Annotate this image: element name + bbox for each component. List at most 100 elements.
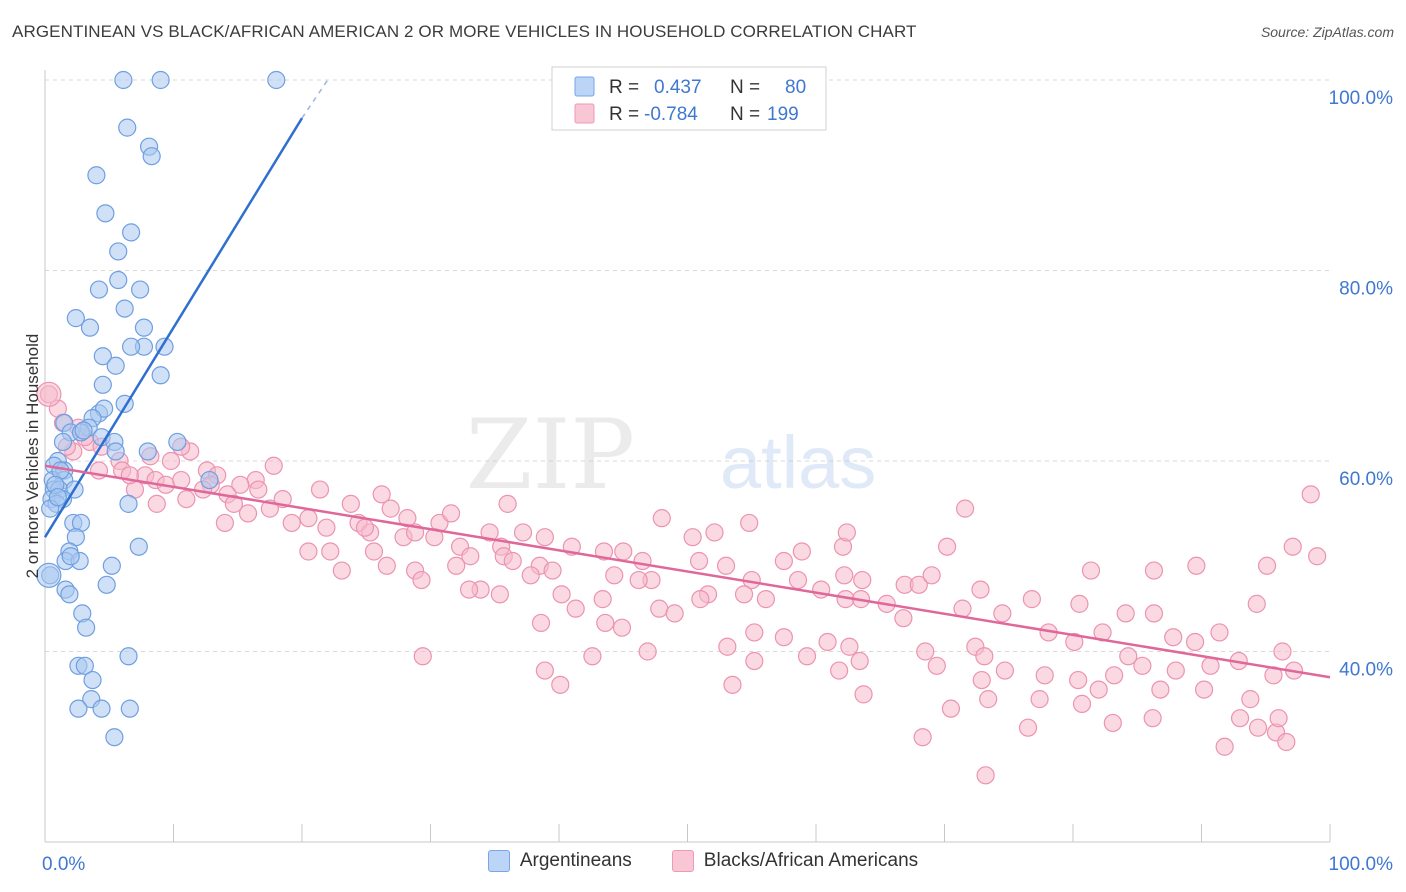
blacks-point-75 (853, 570, 872, 590)
blacks-point-145 (1283, 537, 1302, 556)
blacks-point-190 (976, 766, 995, 785)
blacks-point-51 (503, 551, 522, 571)
blacks-point-109 (975, 647, 994, 666)
legend-swatch-argentineans (487, 850, 510, 872)
stats-r-value-2: -0.784 (644, 104, 698, 125)
blacks-point-192 (1269, 709, 1288, 728)
argentineans-point-74 (105, 728, 124, 747)
blacks-point-149 (955, 499, 975, 518)
blacks-point-43 (535, 528, 554, 547)
argentineans-point-43 (200, 470, 219, 490)
argentineans-point-33 (53, 432, 73, 452)
blacks-point-180 (927, 656, 946, 675)
blacks-point-138 (1230, 709, 1250, 728)
blacks-point-179 (894, 609, 913, 628)
stats-r-label-2: R = (609, 104, 639, 125)
blacks-point-54 (683, 528, 702, 547)
blacks-point-177 (745, 623, 764, 642)
blacks-point-115 (535, 661, 554, 680)
y-tick-label-40: 40.0% (1339, 660, 1393, 681)
argentineans-point-66 (119, 647, 138, 666)
blacks-point-120 (1035, 666, 1054, 685)
blacks-point-105 (638, 642, 657, 661)
blacks-point-144 (1301, 485, 1320, 504)
blacks-point-31 (381, 499, 400, 518)
blacks-point-89 (1144, 604, 1164, 623)
blacks-point-175 (1164, 628, 1183, 647)
blacks-point-185 (459, 580, 479, 599)
blacks-point-126 (723, 675, 742, 694)
blacks-point-30 (341, 494, 360, 513)
blacks-point-122 (1105, 666, 1124, 685)
stats-n-value-2: 199 (767, 104, 799, 125)
blacks-point-94 (612, 618, 632, 637)
argentineans-point-63 (60, 585, 79, 604)
argentineans-point-50 (119, 494, 138, 513)
blacks-point-132 (1241, 690, 1260, 709)
blacks-point-112 (1201, 656, 1220, 675)
blacks-point-22 (231, 475, 250, 494)
blacks-point-127 (854, 685, 873, 704)
blacks-point-135 (1018, 718, 1038, 737)
blacks-point-58 (543, 561, 562, 580)
legend-item-argentineans[interactable]: Argentineans (487, 850, 632, 872)
blacks-point-large (36, 381, 62, 407)
blacks-point-139 (1248, 718, 1268, 737)
blacks-point-14 (264, 456, 283, 475)
blacks-point-128 (972, 670, 991, 690)
blacks-point-95 (774, 628, 793, 647)
blacks-point-136 (1072, 694, 1092, 713)
blacks-point-137 (1143, 709, 1162, 728)
y-axis-label: 2 or more Vehicles in Household (23, 334, 42, 579)
blacks-point-83 (734, 585, 754, 604)
argentineans-point-1 (151, 70, 170, 90)
blacks-point-25 (177, 490, 196, 509)
argentineans-trend-extension (301, 79, 329, 119)
tick-labels: 40.0% 60.0% 80.0% 100.0% 0.0% 100.0% (42, 88, 1393, 875)
argentineans-point-71 (92, 699, 111, 718)
blacks-point-90 (1247, 594, 1266, 613)
blacks-point-104 (1273, 642, 1292, 661)
blacks-point-78 (922, 566, 941, 585)
argentineans-point-36 (106, 442, 125, 461)
watermark: ZIP atlas (466, 399, 877, 511)
blacks-point-155 (441, 504, 461, 523)
blacks-points (36, 381, 1327, 785)
blacks-point-118 (850, 651, 869, 671)
axes (44, 70, 1331, 843)
stats-n-label-2: N = (730, 104, 760, 125)
blacks-point-184 (412, 570, 431, 590)
blacks-point-153 (652, 509, 671, 528)
argentineans-point-59 (102, 556, 121, 575)
blacks-point-67 (447, 556, 466, 575)
argentineans-point-78 (61, 547, 80, 566)
argentineans-point-0 (114, 70, 133, 90)
blacks-point-125 (551, 675, 570, 694)
argentineans-point-37 (138, 442, 157, 461)
argentineans-point-15 (134, 318, 154, 337)
y-tick-label-100: 100.0% (1329, 88, 1394, 109)
blacks-point-108 (916, 642, 935, 661)
blacks-point-102 (1185, 632, 1205, 652)
blacks-point-191 (1103, 713, 1122, 733)
x-tick-label-max: 100.0% (1329, 854, 1394, 875)
blacks-point-151 (792, 542, 811, 561)
argentineans-point-2 (267, 70, 286, 90)
blacks-point-183 (566, 599, 585, 618)
blacks-point-182 (490, 585, 509, 604)
blacks-point-171 (971, 580, 990, 599)
argentineans-point-35 (168, 432, 187, 452)
argentineans-point-7 (96, 204, 115, 223)
blacks-point-52 (594, 542, 614, 561)
legend-item-blacks[interactable]: Blacks/African Americans (671, 850, 918, 872)
blacks-point-154 (498, 494, 517, 513)
blacks-point-88 (993, 604, 1012, 623)
blacks-point-117 (745, 651, 764, 671)
blacks-point-32 (238, 504, 258, 523)
blacks-point-157 (282, 513, 301, 533)
series-legend: Argentineans Blacks/African Americans (0, 850, 1406, 872)
argentineans-point-13 (115, 299, 134, 318)
x-tick-label-min: 0.0% (42, 854, 85, 875)
blacks-point-178 (797, 647, 817, 666)
argentineans-point-10 (109, 270, 128, 290)
